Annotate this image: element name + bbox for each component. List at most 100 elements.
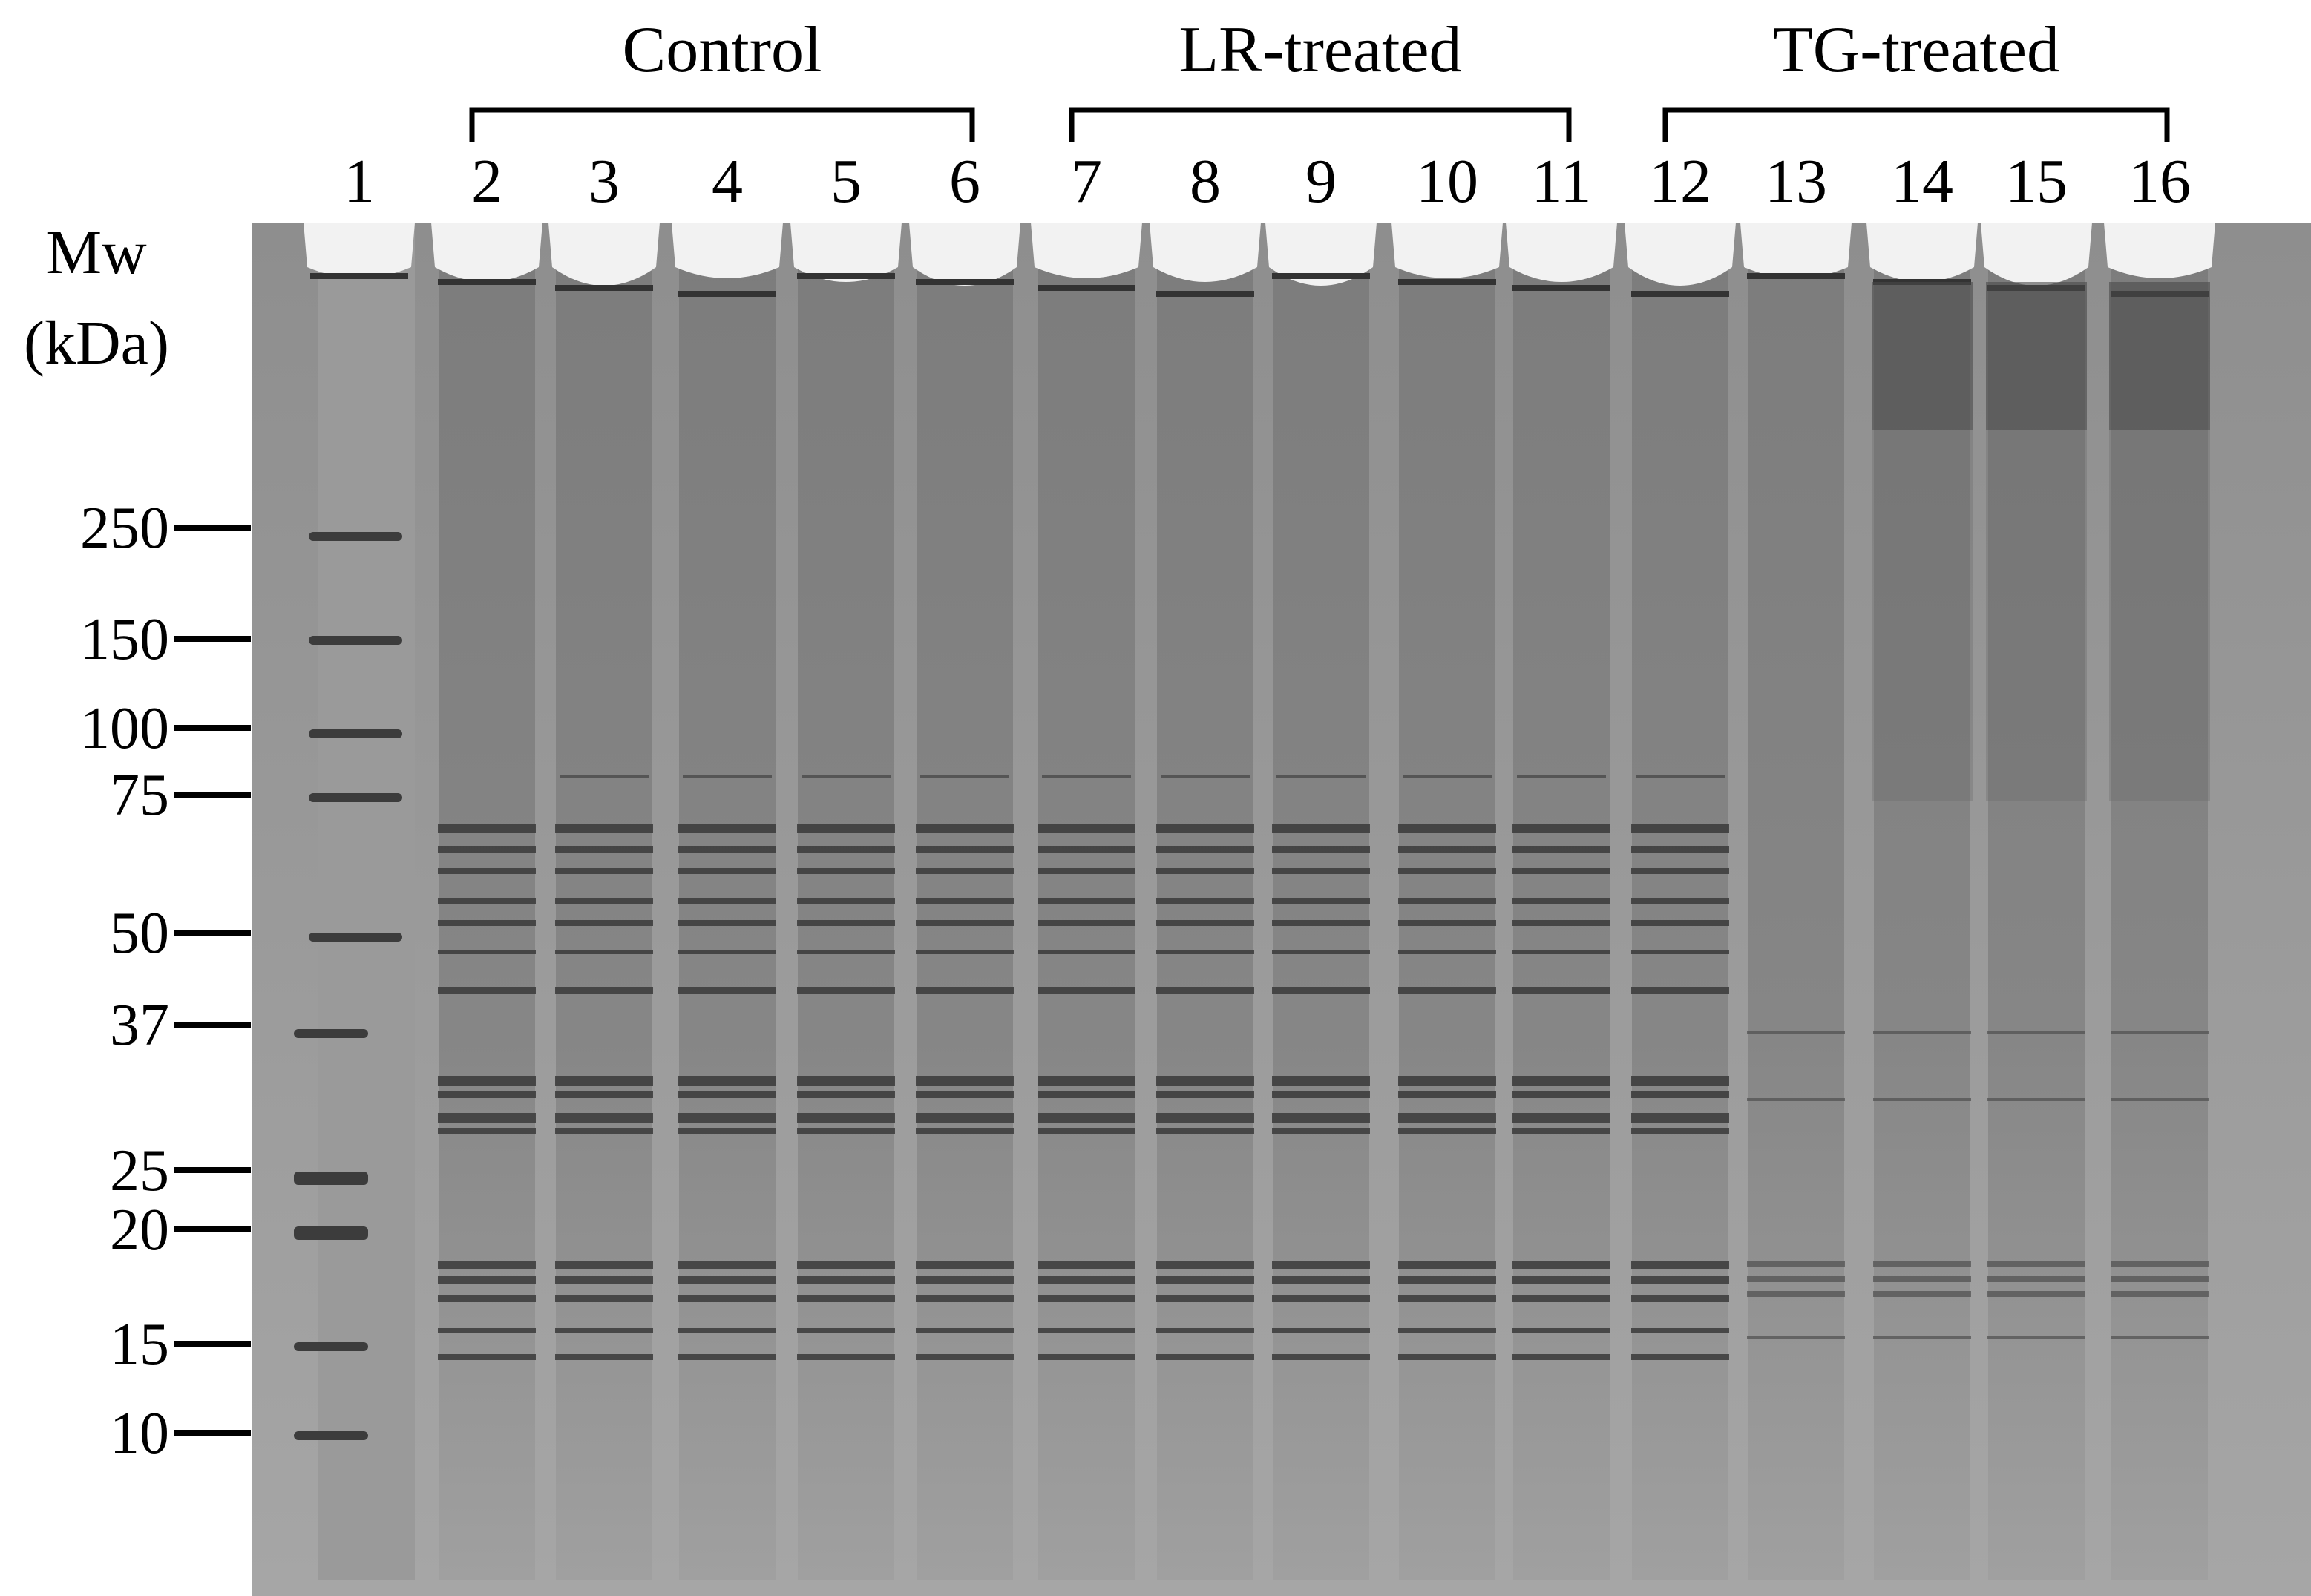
band (1512, 1091, 1610, 1098)
lane-13 (1740, 223, 1852, 1580)
group-label: LR-treated (1179, 14, 1461, 86)
band (1038, 1354, 1135, 1360)
lane-7 (1031, 223, 1142, 1580)
band (438, 950, 536, 954)
band (1272, 1076, 1370, 1086)
band (1156, 846, 1254, 853)
band (678, 1354, 776, 1360)
band (438, 1076, 536, 1086)
lane-3 (548, 223, 660, 1580)
well (1866, 223, 1978, 282)
well-edge (1038, 285, 1135, 291)
band (1747, 1031, 1845, 1034)
lane-body (1874, 223, 1970, 1580)
ladder-band-25 (294, 1172, 368, 1185)
band (1156, 1276, 1254, 1284)
band (916, 1113, 1014, 1123)
aggregate-smear (1986, 430, 2087, 801)
band (1873, 1336, 1971, 1339)
band (1512, 987, 1610, 994)
band (1156, 1328, 1254, 1333)
lane-15 (1981, 223, 2092, 1580)
band (1156, 868, 1254, 874)
well (1150, 223, 1261, 282)
aggregate-smear (1872, 282, 1973, 430)
band (1038, 1328, 1135, 1333)
lane-number-3: 3 (589, 147, 620, 216)
band (438, 868, 536, 874)
marker-label-15: 15 (110, 1312, 169, 1377)
lane-number-5: 5 (830, 147, 862, 216)
band (438, 920, 536, 926)
band (802, 775, 891, 778)
band (678, 898, 776, 904)
well (790, 223, 902, 282)
lane-number-13: 13 (1765, 147, 1827, 216)
band (1038, 1128, 1135, 1134)
band (1398, 987, 1496, 994)
band (916, 868, 1014, 874)
lane-1 (304, 223, 415, 1580)
lane-number-8: 8 (1190, 147, 1221, 216)
well-edge (438, 279, 536, 285)
band (797, 1295, 895, 1302)
band (555, 920, 653, 926)
band (797, 868, 895, 874)
band (797, 1128, 895, 1134)
band (438, 987, 536, 994)
well-edge (1747, 273, 1845, 279)
band (555, 1261, 653, 1269)
band (1272, 846, 1370, 853)
band (438, 1276, 536, 1284)
band (916, 898, 1014, 904)
band (1156, 824, 1254, 833)
band (438, 1091, 536, 1098)
lane-12 (1625, 223, 1736, 1580)
lane-body (318, 223, 415, 1580)
lane-body (2111, 223, 2208, 1580)
well (909, 223, 1020, 286)
marker-tick (174, 1226, 251, 1232)
band (1038, 1113, 1135, 1123)
band (678, 1128, 776, 1134)
band (1631, 1076, 1729, 1086)
lane-6 (909, 223, 1020, 1580)
band (916, 1276, 1014, 1284)
band (1512, 1128, 1610, 1134)
band (916, 920, 1014, 926)
band (1631, 898, 1729, 904)
band (1631, 1113, 1729, 1123)
band (797, 1261, 895, 1269)
well (672, 223, 783, 278)
well (1740, 223, 1852, 278)
band (678, 846, 776, 853)
well (1031, 223, 1142, 278)
group-tg-treated: TG-treated (1662, 14, 2170, 142)
band (678, 1261, 776, 1269)
band (555, 824, 653, 833)
group-bracket (469, 107, 975, 142)
band (678, 920, 776, 926)
band (1398, 1261, 1496, 1269)
group-bracket (1069, 107, 1572, 142)
band (1398, 824, 1496, 833)
band (916, 1354, 1014, 1360)
well (548, 223, 660, 286)
aggregate-smear (2109, 430, 2210, 801)
band (1038, 1091, 1135, 1098)
band (1038, 1276, 1135, 1284)
marker-tick (174, 1430, 251, 1436)
band (797, 824, 895, 833)
band (678, 987, 776, 994)
band (555, 898, 653, 904)
band (1038, 987, 1135, 994)
ladder-band-50 (309, 933, 402, 942)
lane-number-6: 6 (949, 147, 980, 216)
band (2111, 1291, 2209, 1297)
band (797, 1354, 895, 1360)
band (1038, 898, 1135, 904)
band (1512, 1328, 1610, 1333)
lane-number-7: 7 (1071, 147, 1102, 216)
band (1631, 868, 1729, 874)
